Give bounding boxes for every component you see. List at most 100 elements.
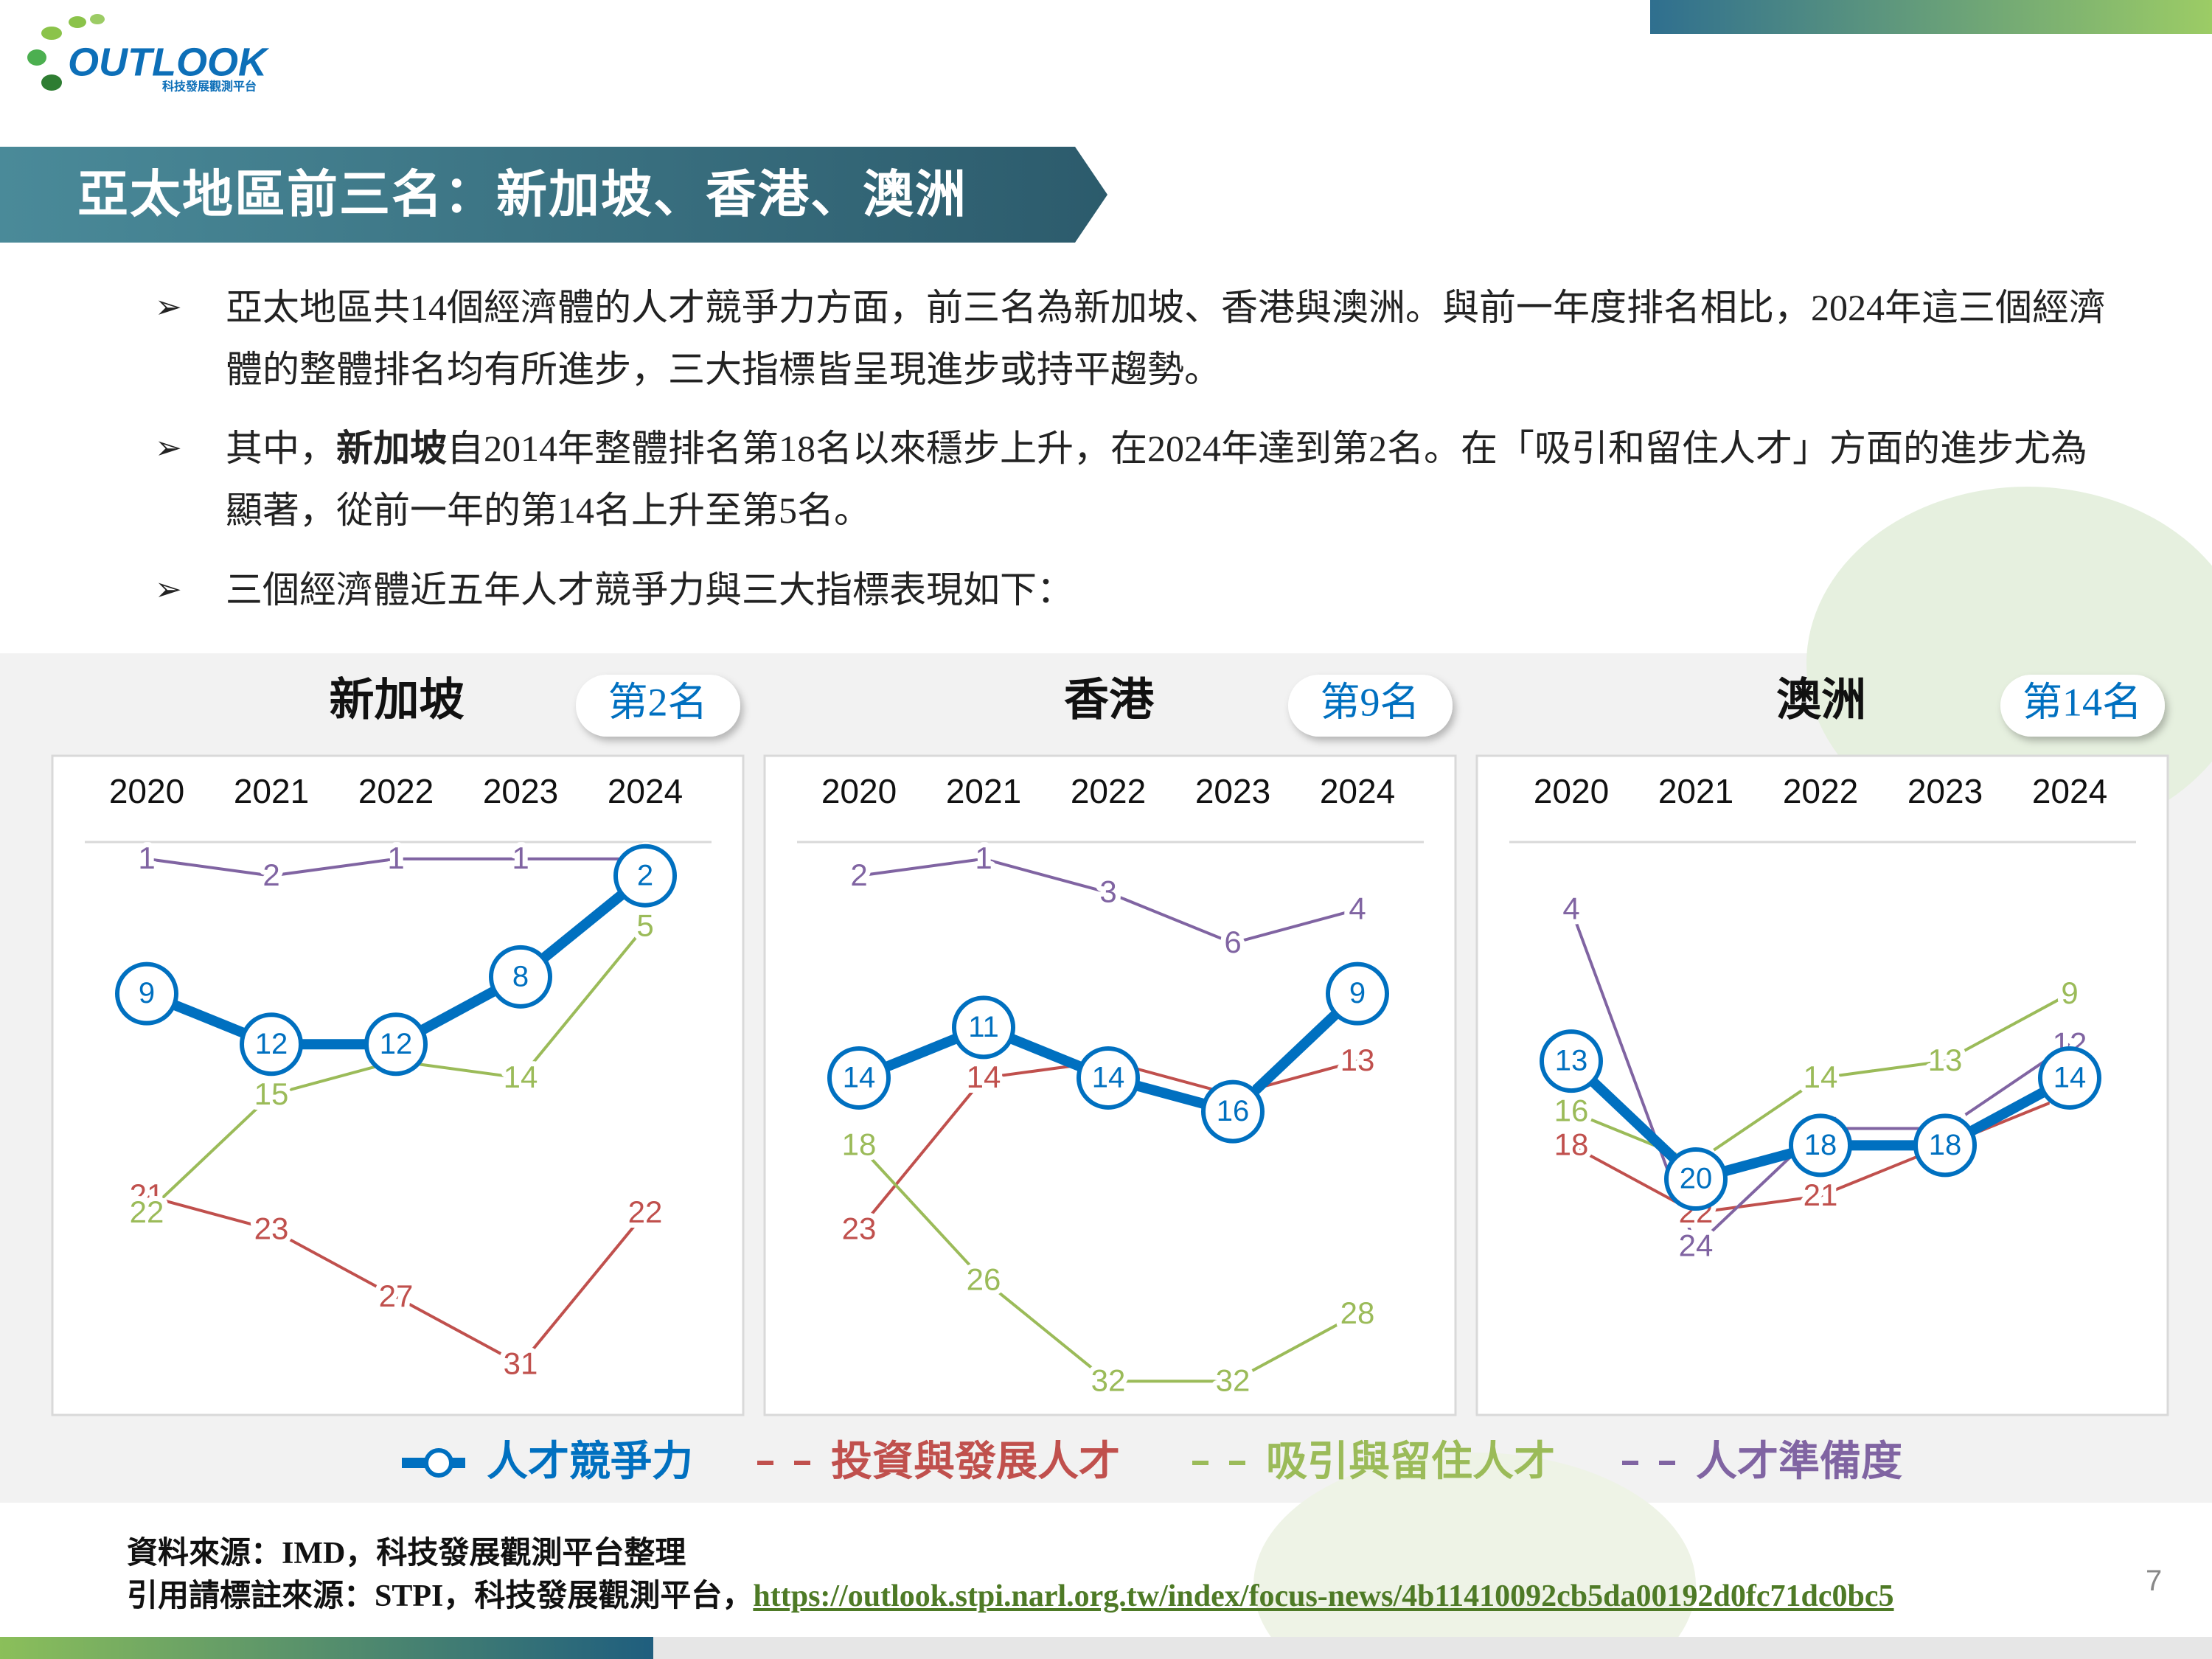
value-label: 13 — [1928, 1043, 1963, 1077]
value-label: 18 — [1554, 1127, 1589, 1161]
bullet-bold: 新加坡 — [336, 428, 447, 469]
chart-title: 香港 — [1064, 674, 1155, 726]
value-label: 14 — [967, 1060, 1001, 1094]
bullet-text: 亞太地區共14個經濟體的人才競爭力方面，前三名為新加坡、香港與澳洲。與前一年度排… — [226, 287, 2106, 390]
title-banner — [0, 147, 1107, 243]
value-label: 18 — [1804, 1129, 1837, 1161]
value-label: 14 — [1092, 1062, 1125, 1094]
source-link[interactable]: https://outlook.stpi.narl.org.tw/index/f… — [753, 1579, 1894, 1613]
x-tick-label: 2020 — [821, 772, 897, 810]
leaf — [1806, 487, 2212, 841]
series-line — [858, 1144, 1358, 1383]
rank-label: 第14名 — [2023, 680, 2142, 724]
slide-title: 亞太地區前三名：新加坡、香港、澳洲 — [77, 165, 967, 224]
legend-label: 投資與發展人才 — [831, 1438, 1120, 1486]
bullet: ➢ 其中，新加坡自2014年整體排名第18名以來穩步上升，在2024年達到第2名。… — [155, 428, 2087, 531]
value-label: 9 — [139, 977, 155, 1009]
bullet: ➢ 亞太地區共14個經濟體的人才競爭力方面，前三名為新加坡、香港與澳洲。與前一年度… — [155, 276, 2109, 400]
x-tick-label: 2024 — [2032, 772, 2107, 810]
value-label: 32 — [1091, 1363, 1126, 1397]
value-label: 4 — [1562, 891, 1579, 926]
logo: OUTLOOK 科技發展觀測平台 — [27, 14, 270, 94]
legend-label: 人才競爭力 — [487, 1438, 693, 1486]
x-tick-label: 2023 — [1195, 772, 1270, 810]
value-label: 1 — [387, 841, 404, 875]
value-label: 16 — [1217, 1095, 1250, 1127]
x-tick-label: 2021 — [1658, 772, 1733, 810]
bottom-bar — [0, 1637, 653, 1659]
value-label: 21 — [1804, 1178, 1838, 1212]
value-label: 22 — [628, 1194, 663, 1229]
rank-label: 第2名 — [608, 680, 708, 724]
value-label: 16 — [1554, 1093, 1589, 1128]
value-label: 13 — [1340, 1043, 1375, 1077]
value-label: 1 — [138, 841, 155, 875]
rank-badge — [2000, 675, 2165, 737]
marker — [364, 1012, 428, 1077]
rank-badge — [1288, 675, 1453, 737]
value-label: 12 — [380, 1028, 413, 1060]
marker — [1201, 1079, 1265, 1144]
x-tick-label: 2022 — [1071, 772, 1146, 810]
value-label: 18 — [842, 1127, 877, 1161]
value-label: 2 — [262, 858, 279, 892]
bullet-text: 三個經濟體近五年人才競爭力與三大指標表現如下： — [226, 569, 1074, 611]
legend-label: 吸引與留住人才 — [1266, 1438, 1555, 1486]
value-label: 13 — [1555, 1045, 1588, 1077]
marker — [1789, 1113, 1852, 1178]
value-label: 5 — [636, 908, 653, 942]
logo-name: OUTLOOK — [68, 40, 270, 84]
value-label: 32 — [1216, 1363, 1251, 1397]
value-label: 28 — [1340, 1295, 1375, 1330]
value-label: 27 — [379, 1279, 414, 1313]
value-label: 1 — [512, 841, 529, 875]
value-label: 6 — [1224, 925, 1241, 959]
value-label: 14 — [1804, 1060, 1838, 1094]
bullet: ➢ 三個經濟體近五年人才競爭力與三大指標表現如下： — [155, 559, 2109, 621]
value-label: 15 — [254, 1077, 289, 1111]
legend-marker — [424, 1448, 453, 1478]
value-label: 31 — [504, 1346, 538, 1381]
value-label: 8 — [512, 960, 529, 992]
source: 資料來源：IMD，科技發展觀測平台整理 — [127, 1537, 686, 1571]
marker — [1664, 1147, 1728, 1211]
citation: 引用請標註來源：STPI，科技發展觀測平台，https://outlook.st… — [127, 1571, 1894, 1615]
marker — [2038, 1046, 2101, 1110]
marker — [827, 1046, 891, 1110]
value-label: 22 — [130, 1194, 164, 1229]
value-label: 26 — [967, 1262, 1001, 1296]
x-tick-label: 2023 — [1907, 772, 1983, 810]
value-label: 20 — [1680, 1163, 1713, 1195]
x-tick-label: 2020 — [1534, 772, 1609, 810]
rank-badge — [576, 675, 740, 737]
value-label: 1 — [975, 841, 992, 875]
x-tick-label: 2024 — [1320, 772, 1395, 810]
value-label: 21 — [130, 1178, 164, 1212]
top-bar — [1650, 0, 2212, 34]
x-tick-label: 2022 — [1783, 772, 1858, 810]
marker — [489, 945, 552, 1009]
leaf — [1253, 1453, 1696, 1659]
value-label: 9 — [1349, 977, 1366, 1009]
value-label: 9 — [2061, 975, 2078, 1010]
value-label: 18 — [1929, 1129, 1962, 1161]
marker — [1326, 961, 1389, 1026]
marker — [1913, 1113, 1977, 1178]
value-label: 12 — [255, 1028, 288, 1060]
value-label: 2 — [850, 858, 867, 892]
series-line — [146, 1194, 647, 1366]
x-tick-label: 2020 — [109, 772, 184, 810]
value-label: 23 — [842, 1211, 877, 1246]
value-label: 11 — [968, 1011, 999, 1043]
bullet-text: 自2014年整體排名第18名以來穩步上升，在2024年達到第2名。在「吸引和留住… — [226, 428, 2087, 531]
x-tick-label: 2024 — [608, 772, 683, 810]
page-number: 7 — [2146, 1565, 2163, 1597]
marker — [952, 995, 1015, 1060]
logo-subtitle: 科技發展觀測平台 — [162, 80, 257, 94]
x-tick-label: 2022 — [358, 772, 434, 810]
marker — [1540, 1029, 1603, 1093]
marker — [240, 1012, 303, 1077]
rank-label: 第9名 — [1321, 680, 1420, 724]
